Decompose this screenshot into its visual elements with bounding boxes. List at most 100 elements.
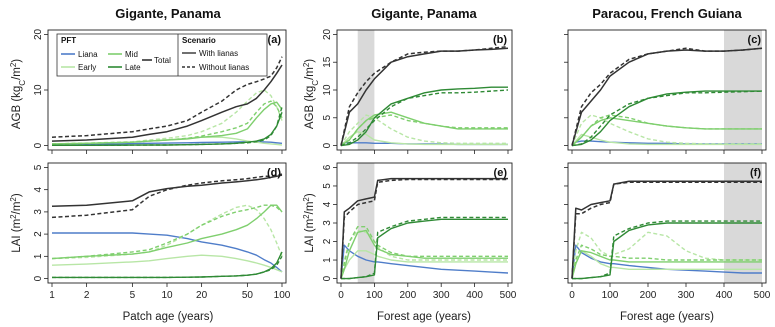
xtick-label-f-200: 200 — [640, 290, 657, 301]
xtick-label-e-500: 500 — [500, 290, 517, 301]
disturbance-shade-e — [357, 163, 375, 283]
panel-c: (c) — [564, 29, 767, 154]
ytick-label-b-0: 0 — [322, 142, 333, 148]
xtick-label-e-300: 300 — [433, 290, 450, 301]
series-e-liana-with-lianas — [340, 244, 509, 279]
series-c-total-without-lianas — [571, 47, 763, 146]
ytick-label-d-0: 0 — [33, 275, 44, 281]
series-c-early-without-lianas — [571, 114, 762, 146]
panel-label-f: (f) — [750, 167, 761, 179]
legend-pft-title: PFT — [61, 36, 76, 45]
series-f-total-with-lianas — [571, 180, 762, 279]
panel-label-d: (d) — [267, 167, 281, 179]
legend-scenario-title: Scenario — [182, 36, 216, 45]
xtick-label-f-300: 300 — [678, 290, 695, 301]
ytick-label-b-20: 20 — [322, 28, 333, 40]
series-e-total-without-lianas — [340, 178, 508, 279]
xtick-label-d-5: 5 — [130, 290, 136, 301]
xtick-label-d-2: 2 — [84, 290, 90, 301]
panel-label-b: (b) — [493, 34, 507, 46]
panel-label-a: (a) — [268, 34, 282, 46]
xtick-label-d-100: 100 — [274, 290, 291, 301]
ytick-label-a-0: 0 — [33, 142, 44, 148]
ytick-label-e-3: 3 — [322, 220, 333, 226]
series-c-late-without-lianas — [571, 90, 763, 147]
xlabel-patch-age: Patch age (years) — [123, 311, 214, 323]
xlabel-forest-age-f: Forest age (years) — [620, 311, 714, 323]
legend-total-label: Total — [154, 56, 171, 65]
disturbance-shade-c — [724, 30, 762, 150]
xtick-label-e-0: 0 — [338, 290, 344, 301]
xtick-label-d-1: 1 — [49, 290, 55, 301]
ytick-label-b-5: 5 — [322, 115, 333, 121]
series-a-total-without-lianas — [51, 56, 283, 138]
series-f-early-without-lianas — [571, 231, 762, 279]
legend-box — [56, 33, 268, 77]
series-a-liana-with-lianas — [51, 140, 283, 146]
series-e-late-with-lianas — [341, 218, 508, 280]
panel-f: 0 100 200 300 400 500 (f) — [564, 162, 771, 301]
column-title-middle: Gigante, Panama — [371, 6, 477, 21]
ylabel-agb-a: AGB (kgC/m2) — [9, 59, 27, 129]
series-d-total-without-lianas — [51, 173, 283, 219]
series-c-mid-without-lianas — [571, 114, 762, 147]
ytick-label-e-0: 0 — [322, 275, 333, 281]
xtick-label-f-400: 400 — [716, 290, 733, 301]
panel-b: 0 5 10 15 20 (b) — [322, 28, 513, 154]
series-b-early-with-lianas — [340, 130, 508, 147]
xlabel-forest-age-e: Forest age (years) — [377, 311, 471, 323]
series-f-late-without-lianas — [572, 220, 762, 280]
ytick-label-a-20: 20 — [33, 28, 44, 40]
ytick-label-e-1: 1 — [322, 257, 333, 263]
panel-d: 1 2 5 10 20 50 100 0 1 2 3 4 5 (d) — [33, 162, 291, 301]
series-a-mid-without-lianas — [51, 100, 283, 145]
panel-a: 0 10 20 (a) — [33, 28, 287, 154]
ylabel-lai-d: LAI (m2/m2) — [9, 193, 24, 253]
legend-without-label: Without lianas — [199, 63, 249, 72]
ylabel-agb-b: AGB (kgC/m2) — [302, 59, 320, 129]
ylabel-lai-e: LAI (m2/m2) — [302, 193, 317, 253]
xtick-label-f-100: 100 — [602, 290, 619, 301]
series-b-late-without-lianas — [340, 89, 509, 147]
xtick-label-d-10: 10 — [161, 290, 173, 301]
ytick-label-d-5: 5 — [33, 164, 44, 170]
series-b-total-without-lianas — [340, 45, 509, 146]
series-e-early-with-lianas — [340, 250, 508, 279]
series-d-early-without-lianas — [51, 204, 283, 260]
series-b-mid-with-lianas — [340, 111, 508, 147]
ytick-label-b-15: 15 — [322, 56, 333, 68]
ytick-label-d-2: 2 — [33, 231, 44, 237]
xtick-label-e-200: 200 — [399, 290, 416, 301]
column-title-right: Paracou, French Guiana — [592, 6, 742, 21]
series-d-mid-without-lianas — [51, 204, 283, 260]
series-a-total-with-lianas — [51, 64, 283, 142]
series-d-liana-with-lianas — [52, 232, 283, 273]
legend-with-label: With lianas — [199, 49, 238, 58]
series-f-late-with-lianas — [572, 222, 762, 280]
series-f-early-with-lianas — [571, 250, 762, 279]
xtick-label-d-50: 50 — [242, 290, 254, 301]
series-e-total-with-lianas — [340, 177, 508, 279]
series-b-early-without-lianas — [340, 114, 508, 146]
series-d-late-without-lianas — [52, 255, 283, 279]
series-d-mid-with-lianas — [51, 204, 283, 260]
series-e-mid-with-lianas — [340, 229, 508, 279]
ytick-label-b-10: 10 — [322, 84, 333, 96]
legend-liana-label: Liana — [78, 50, 98, 59]
series-f-mid-without-lianas — [571, 244, 762, 279]
panel-label-e: (e) — [494, 167, 508, 179]
panel-e: 0 100 200 300 400 500 0 1 2 3 4 5 6 (e) — [322, 162, 517, 301]
xtick-label-e-100: 100 — [366, 290, 383, 301]
xtick-label-f-500: 500 — [754, 290, 771, 301]
series-b-mid-without-lianas — [340, 114, 508, 147]
legend: PFT Scenario Liana Mid Early Late Total … — [56, 33, 268, 77]
xtick-label-d-20: 20 — [196, 290, 208, 301]
ytick-label-e-4: 4 — [322, 201, 333, 207]
ytick-label-d-3: 3 — [33, 209, 44, 215]
legend-early-label: Early — [78, 63, 96, 72]
column-title-left: Gigante, Panama — [115, 6, 221, 21]
series-b-late-with-lianas — [340, 86, 508, 147]
panel-label-c: (c) — [748, 34, 762, 46]
ytick-label-e-2: 2 — [322, 238, 333, 244]
ytick-label-d-4: 4 — [33, 186, 44, 192]
